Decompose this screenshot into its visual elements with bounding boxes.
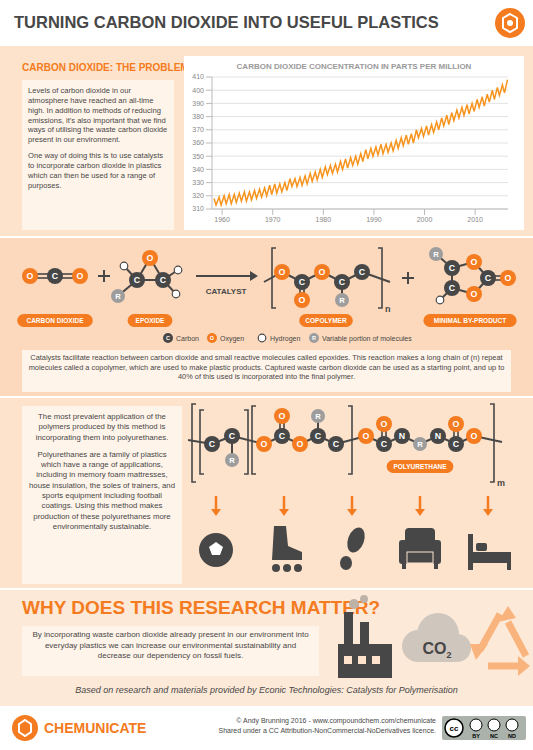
svg-text:O: O [505,273,512,283]
svg-text:R: R [339,296,345,305]
svg-text:O: O [147,253,154,263]
svg-text:R: R [417,440,423,449]
svg-text:380: 380 [192,113,204,120]
svg-text:C: C [279,431,286,441]
svg-text:360: 360 [192,139,204,146]
svg-text:O: O [279,411,286,421]
svg-text:1990: 1990 [366,216,382,223]
svg-text:C: C [209,439,216,449]
svg-text:R: R [433,250,439,259]
svg-text:Hydrogen: Hydrogen [270,335,300,343]
html-text:Based on research and material: Based on research and materials provided… [75,685,458,695]
svg-text:C: C [333,439,340,449]
svg-text:O: O [299,295,306,305]
svg-text:POLYURETHANE: POLYURETHANE [393,463,447,470]
svg-text:C: C [449,263,456,273]
html-text:CARBON DIOXIDE CONCENTRATION I: CARBON DIOXIDE CONCENTRATION IN PARTS PE… [236,62,472,71]
html-text:CHEMUNICATE: CHEMUNICATE [44,720,147,736]
svg-text:C: C [315,431,322,441]
svg-text:C: C [134,275,141,285]
html-text:Shared under a CC Attribution-: Shared under a CC Attribution-NonCommerc… [218,727,436,735]
svg-text:370: 370 [192,126,204,133]
svg-text:O: O [261,439,268,449]
html-text:Catalysts facilitate reaction: Catalysts facilitate reaction between ca… [28,353,505,382]
svg-text:330: 330 [192,179,204,186]
svg-text:O: O [210,335,215,341]
svg-text:410: 410 [192,73,204,80]
svg-text:2010: 2010 [467,216,483,223]
svg-text:m: m [497,478,505,488]
svg-text:1960: 1960 [214,216,230,223]
html-text:© Andy Brunning 2016 - www.com: © Andy Brunning 2016 - www.compoundchem.… [236,717,436,724]
svg-text:340: 340 [192,166,204,173]
svg-text:O: O [279,267,286,277]
svg-text:O: O [363,431,370,441]
svg-text:C: C [449,283,456,293]
svg-text:1980: 1980 [316,216,332,223]
svg-text:350: 350 [192,153,204,160]
html-text:The most prevalent application: The most prevalent application of the po… [35,412,169,442]
svg-text:C: C [52,271,59,281]
svg-text:C: C [381,439,388,449]
svg-text:C: C [160,275,167,285]
svg-text:BY: BY [472,733,480,739]
svg-text:C: C [166,335,170,341]
svg-text:COPOLYMER: COPOLYMER [305,317,347,324]
svg-text:O: O [453,419,460,429]
svg-text:C: C [339,277,346,287]
html-text:Levels of carbon dioxide in ou: Levels of carbon dioxide in our atmosphe… [28,86,168,145]
svg-text:CARBON DIOXIDE: CARBON DIOXIDE [26,317,84,324]
svg-text:O: O [471,257,478,267]
svg-text:1970: 1970 [265,216,281,223]
svg-text:C: C [229,431,236,441]
svg-text:EPOXIDE: EPOXIDE [136,317,166,324]
svg-text:N: N [399,431,405,441]
svg-text:310: 310 [192,205,204,212]
html-text:By incorporating waste carbon: By incorporating waste carbon dioxide al… [32,630,309,661]
svg-text:N: N [435,431,441,441]
svg-text:390: 390 [192,100,204,107]
svg-text:CATALYST: CATALYST [206,287,247,296]
svg-text:NC: NC [490,733,498,739]
svg-text:O: O [319,267,326,277]
svg-text:R: R [315,412,321,421]
svg-text:320: 320 [192,192,204,199]
svg-text:Oxygen: Oxygen [220,335,244,343]
svg-text:O: O [27,271,34,281]
svg-text:CO2: CO2 [422,640,451,660]
svg-text:Variable portion of molecules: Variable portion of molecules [322,335,412,343]
svg-text:R: R [229,456,235,465]
html-text:Polyurethanes are a family of: Polyurethanes are a family of plastics w… [29,449,175,531]
svg-text:cc: cc [450,724,459,733]
html-text:CARBON DIOXIDE: THE PROBLEM: CARBON DIOXIDE: THE PROBLEM [22,62,189,73]
html-text:WHY DOES THIS RESEARCH MATTER?: WHY DOES THIS RESEARCH MATTER? [22,597,381,618]
svg-text:O: O [381,419,388,429]
svg-text:400: 400 [192,87,204,94]
svg-text:O: O [471,289,478,299]
svg-text:Carbon: Carbon [176,335,199,342]
svg-text:ND: ND [508,733,516,739]
html-text:One way of doing this is to us: One way of doing this is to use catalyst… [28,151,164,190]
svg-text:O: O [77,271,84,281]
svg-text:C: C [359,267,366,277]
svg-text:C: C [299,277,306,287]
svg-text:C: C [453,439,460,449]
svg-text:n: n [385,304,391,314]
html-text:TURNING CARBON DIOXIDE INTO US: TURNING CARBON DIOXIDE INTO USEFUL PLAST… [14,13,439,31]
svg-text:R: R [115,292,121,301]
svg-text:O: O [471,431,478,441]
svg-text:O: O [297,439,304,449]
svg-text:MINIMAL BY-PRODUCT: MINIMAL BY-PRODUCT [434,317,506,324]
svg-text:C: C [485,273,492,283]
svg-text:2000: 2000 [417,216,433,223]
svg-text:R: R [312,335,316,341]
